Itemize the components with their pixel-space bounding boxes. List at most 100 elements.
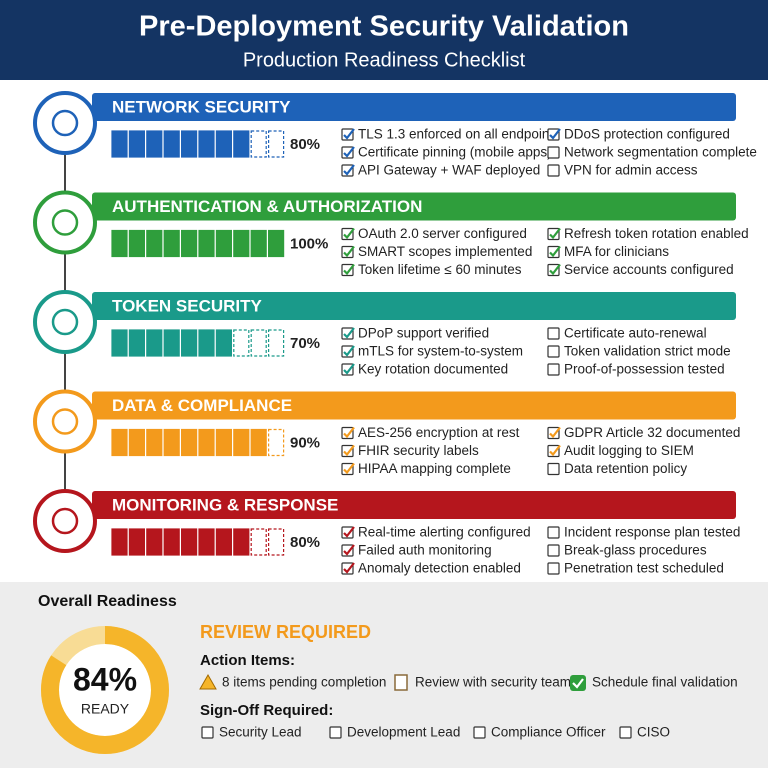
section-icon bbox=[33, 389, 97, 454]
progress-segment bbox=[111, 428, 128, 457]
check-mark bbox=[343, 227, 355, 240]
progress-segment bbox=[181, 130, 198, 158]
progress-segment bbox=[111, 528, 128, 556]
checklist-item: mTLS for system-to-system bbox=[358, 344, 523, 359]
progress-segment bbox=[233, 428, 250, 457]
ring-progress bbox=[41, 626, 169, 754]
progress-empty bbox=[268, 528, 285, 556]
progress-segment bbox=[250, 428, 267, 457]
checklist-item: Token lifetime ≤ 60 minutes bbox=[358, 262, 522, 277]
progress-segment bbox=[198, 329, 215, 357]
done-icon bbox=[570, 675, 586, 691]
progress-segment bbox=[111, 229, 128, 258]
checklist-item: VPN for admin access bbox=[564, 163, 698, 178]
progress-label: 70% bbox=[290, 335, 320, 352]
check-mark bbox=[549, 444, 561, 457]
checkbox bbox=[547, 164, 560, 177]
progress-segment bbox=[146, 130, 163, 158]
readiness-status: READY bbox=[81, 701, 130, 717]
check-mark bbox=[343, 544, 355, 556]
checklist-item: Real-time alerting configured bbox=[358, 525, 531, 540]
progress-segment bbox=[215, 130, 232, 158]
signoff-heading: Sign-Off Required: bbox=[200, 702, 333, 719]
progress-segment bbox=[215, 329, 232, 357]
checklist-item: HIPAA mapping complete bbox=[358, 461, 511, 476]
progress-segment bbox=[215, 528, 232, 556]
check-mark bbox=[343, 327, 355, 339]
progress-segment bbox=[146, 329, 163, 357]
action-heading: Action Items: bbox=[200, 652, 295, 669]
progress-segment bbox=[163, 329, 180, 357]
section-bar bbox=[92, 491, 736, 519]
section-title: AUTHENTICATION & AUTHORIZATION bbox=[112, 197, 422, 216]
icon-glyph bbox=[51, 308, 79, 336]
section-icon bbox=[33, 190, 97, 255]
check-mark bbox=[549, 245, 561, 258]
checkbox bbox=[547, 462, 560, 476]
check-mark bbox=[343, 562, 355, 574]
check-mark bbox=[549, 227, 561, 240]
checklist-item: Refresh token rotation enabled bbox=[564, 226, 749, 241]
done-check bbox=[572, 678, 584, 689]
checkbox bbox=[473, 726, 486, 739]
progress-segment bbox=[215, 428, 232, 457]
progress-segment bbox=[233, 130, 250, 158]
progress-empty bbox=[250, 329, 267, 357]
check-mark bbox=[343, 526, 355, 538]
action-item: Review with security team bbox=[415, 675, 571, 690]
checklist-item: Proof-of-possession tested bbox=[564, 362, 725, 377]
progress-segment bbox=[163, 229, 180, 258]
checklist-item: Anomaly detection enabled bbox=[358, 561, 521, 576]
checklist-item: Penetration test scheduled bbox=[564, 561, 724, 576]
check-mark bbox=[343, 146, 355, 158]
checklist-item: Token validation strict mode bbox=[564, 344, 731, 359]
progress-segment bbox=[198, 130, 215, 158]
checklist-item: OAuth 2.0 server configured bbox=[358, 226, 527, 241]
checklist-item: FHIR security labels bbox=[358, 443, 479, 458]
signoff-item: CISO bbox=[637, 725, 670, 740]
checkbox bbox=[547, 146, 560, 159]
progress-segment bbox=[146, 528, 163, 556]
signoff-item: Compliance Officer bbox=[491, 725, 606, 740]
checkbox bbox=[547, 526, 560, 539]
check-mark bbox=[549, 263, 561, 276]
progress-segment bbox=[163, 528, 180, 556]
check-mark bbox=[343, 363, 355, 375]
checklist-item: Service accounts configured bbox=[564, 262, 734, 277]
progress-empty bbox=[233, 329, 250, 357]
progress-segment bbox=[163, 428, 180, 457]
check-mark bbox=[343, 444, 355, 457]
signoff-item: Development Lead bbox=[347, 725, 460, 740]
checkbox bbox=[547, 345, 560, 358]
section-title: MONITORING & RESPONSE bbox=[112, 495, 338, 514]
section-title: TOKEN SECURITY bbox=[112, 296, 263, 315]
progress-empty bbox=[250, 528, 267, 556]
checklist-item: Data retention policy bbox=[564, 461, 687, 476]
checklist-item: Incident response plan tested bbox=[564, 525, 740, 540]
clipboard-icon bbox=[394, 674, 408, 691]
progress-segment bbox=[181, 428, 198, 457]
section-bar bbox=[92, 93, 736, 121]
icon-glyph bbox=[51, 408, 79, 435]
checklist-item: Break-glass procedures bbox=[564, 543, 707, 558]
checklist-item: API Gateway + WAF deployed bbox=[358, 163, 540, 178]
progress-segment bbox=[128, 528, 145, 556]
icon-glyph bbox=[51, 507, 79, 535]
progress-empty bbox=[268, 329, 285, 357]
checkbox bbox=[547, 327, 560, 340]
progress-segment bbox=[198, 229, 215, 258]
check-mark bbox=[343, 245, 355, 258]
check-mark bbox=[343, 462, 355, 475]
progress-segment bbox=[233, 528, 250, 556]
progress-segment bbox=[146, 428, 163, 457]
check-mark bbox=[343, 345, 355, 357]
progress-segment bbox=[233, 229, 250, 258]
progress-segment bbox=[128, 428, 145, 457]
section-icon bbox=[33, 91, 97, 155]
progress-empty bbox=[268, 130, 285, 158]
warning-icon bbox=[199, 673, 217, 690]
checklist-item: Key rotation documented bbox=[358, 362, 508, 377]
checklist-item: Audit logging to SIEM bbox=[564, 443, 694, 458]
icon-glyph bbox=[51, 209, 79, 236]
